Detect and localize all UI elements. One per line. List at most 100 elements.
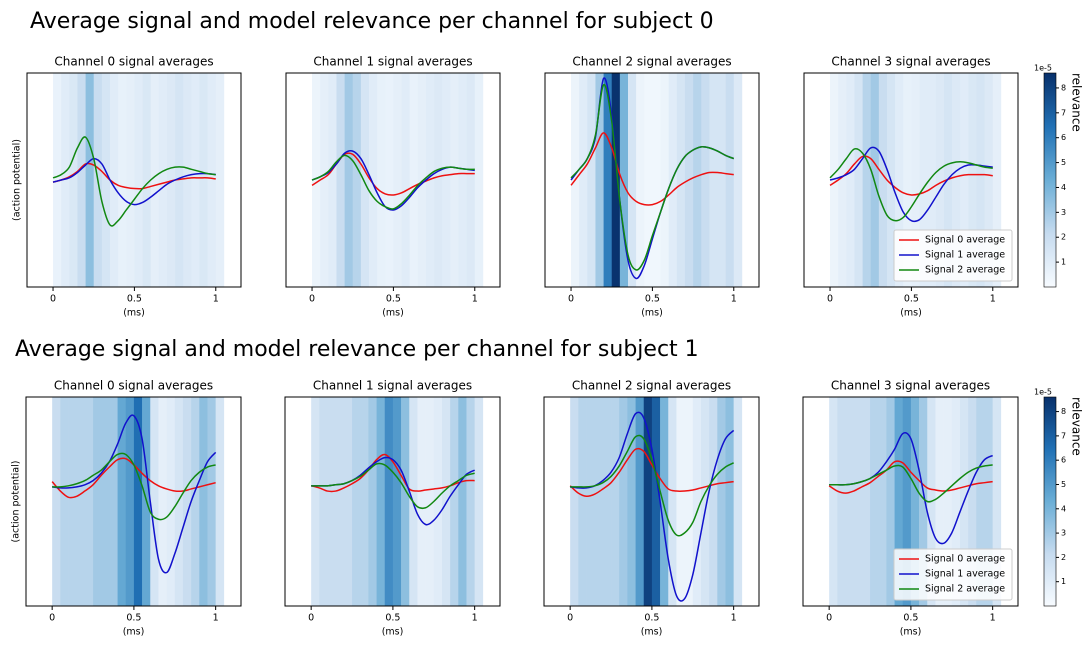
legend-box: [893, 548, 1013, 601]
relevance-stripe: [910, 397, 920, 606]
colorbar: [1043, 396, 1057, 607]
relevance-stripe: [578, 397, 587, 606]
colorbar-tick-label: 2: [1061, 233, 1066, 242]
relevance-stripe: [627, 397, 636, 606]
relevance-stripe: [903, 73, 912, 287]
relevance-stripe: [692, 397, 702, 606]
relevance-stripe: [587, 73, 596, 287]
relevance-stripe: [984, 397, 993, 606]
relevance-stripe: [717, 397, 726, 606]
relevance-stripe: [84, 397, 94, 606]
relevance-stripe: [376, 397, 386, 606]
relevance-stripe: [474, 73, 484, 287]
colorbar-tick-label: 8: [1061, 407, 1066, 416]
colorbar-tick-label: 1: [1061, 258, 1066, 267]
relevance-stripe: [603, 73, 613, 287]
relevance-stripe: [968, 73, 977, 287]
signal-line: [52, 157, 216, 206]
relevance-stripe: [927, 73, 937, 287]
colorbar-tick-label: 3: [1061, 529, 1066, 538]
relevance-stripe: [352, 397, 361, 606]
relevance-stripe: [68, 397, 77, 606]
relevance-stripe: [360, 73, 370, 287]
relevance-stripe: [586, 397, 595, 606]
x-tick-label: 0.5: [904, 294, 919, 305]
relevance-stripe: [878, 73, 888, 287]
relevance-stripe: [52, 397, 61, 606]
signal-line: [311, 154, 475, 210]
plot-frame: [802, 396, 1019, 607]
relevance-stripe: [450, 397, 459, 606]
relevance-stripe: [450, 73, 459, 287]
relevance-stripe: [207, 397, 216, 606]
relevance-stripe: [199, 397, 208, 606]
x-tick-label: 1: [472, 613, 478, 624]
relevance-stripe: [984, 73, 994, 287]
relevance-stripe: [878, 397, 887, 606]
x-tick-label: 1: [213, 613, 219, 624]
relevance-stripe: [960, 73, 969, 287]
relevance-stripe: [174, 397, 184, 606]
relevance-stripe: [393, 73, 402, 287]
relevance-stripe: [466, 397, 475, 606]
signal-line: [570, 132, 734, 206]
x-tick-label: 0: [568, 294, 574, 305]
relevance-stripe: [215, 397, 225, 606]
relevance-stripe: [595, 73, 604, 287]
relevance-stripe: [701, 73, 710, 287]
chart-title: Channel 2 signal averages: [572, 55, 731, 69]
x-axis-label: (ms): [123, 308, 145, 319]
relevance-stripe: [311, 397, 320, 606]
signal-line: [52, 414, 217, 574]
relevance-stripe: [911, 73, 920, 287]
relevance-stripe: [215, 73, 225, 287]
relevance-stripe: [182, 397, 192, 606]
relevance-stripe: [830, 73, 839, 287]
relevance-stripe: [125, 397, 135, 606]
colorbar-tick-label: 8: [1061, 83, 1066, 92]
relevance-stripe: [660, 397, 669, 606]
relevance-stripe: [343, 397, 353, 606]
legend-label: Signal 0 average: [925, 554, 1005, 565]
relevance-stripe: [69, 73, 78, 287]
chart-title: Channel 1 signal averages: [313, 379, 472, 393]
x-tick-label: 1: [990, 294, 996, 305]
relevance-stripe: [392, 397, 402, 606]
relevance-stripe: [709, 73, 718, 287]
relevance-stripe: [976, 397, 985, 606]
relevance-stripe: [684, 397, 694, 606]
relevance-stripe: [466, 73, 476, 287]
x-tick-label: 0: [309, 294, 315, 305]
x-tick-label: 0.5: [903, 613, 918, 624]
relevance-stripe: [676, 397, 685, 606]
plot-frame: [284, 396, 501, 607]
relevance-stripe: [992, 397, 1002, 606]
x-tick-label: 0: [567, 613, 573, 624]
relevance-stripe: [352, 73, 362, 287]
colorbar-tick-label: 4: [1061, 504, 1066, 513]
relevance-stripe: [425, 397, 435, 606]
relevance-stripe: [846, 73, 855, 287]
relevance-stripe: [902, 397, 912, 606]
relevance-stripe: [319, 397, 328, 606]
relevance-stripe: [838, 73, 847, 287]
relevance-stripe: [85, 73, 95, 287]
plot-frame: [544, 72, 760, 288]
x-tick-label: 0.5: [386, 294, 401, 305]
y-axis-label: (action potential): [12, 139, 23, 221]
x-tick-label: 0: [827, 294, 833, 305]
x-tick-label: 0: [49, 613, 55, 624]
x-tick-label: 1: [990, 613, 996, 624]
x-tick-label: 0.5: [126, 613, 141, 624]
relevance-stripe: [968, 397, 977, 606]
relevance-stripe: [320, 73, 329, 287]
relevance-stripe: [870, 73, 880, 287]
relevance-stripe: [636, 73, 645, 287]
relevance-stripe: [109, 73, 119, 287]
relevance-stripe: [109, 397, 118, 606]
relevance-stripe: [166, 397, 176, 606]
colorbar-tick-label: 5: [1061, 158, 1066, 167]
relevance-stripe: [150, 73, 160, 287]
x-tick-label: 0: [308, 613, 314, 624]
relevance-stripe: [854, 73, 863, 287]
